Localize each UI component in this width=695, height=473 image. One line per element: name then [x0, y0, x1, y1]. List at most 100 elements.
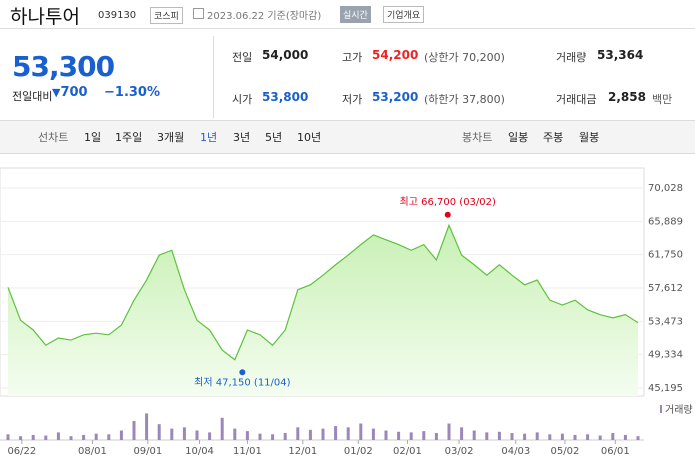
volume-bar [485, 432, 489, 440]
tab[interactable]: 5년 [265, 131, 283, 144]
tab[interactable]: 일봉 [508, 131, 529, 144]
volume-bar [132, 421, 136, 440]
stat-note: (하한가 37,800) [424, 93, 505, 106]
y-tick-label: 57,612 [648, 283, 683, 294]
extreme-marker [444, 211, 451, 218]
overview-dropdown[interactable]: 기업개요 [383, 6, 425, 23]
stock-code: 039130 [98, 10, 137, 21]
volume-bar [145, 413, 149, 440]
volume-bar [195, 430, 199, 440]
tab[interactable]: 주봉 [543, 131, 564, 144]
volume-bar [384, 430, 388, 440]
volume-bar [397, 431, 401, 440]
x-tick-label: 11/01 [233, 446, 262, 457]
stat-label: 저가 [342, 93, 363, 106]
tab[interactable]: 10년 [297, 131, 322, 144]
tab[interactable]: 월봉 [579, 131, 600, 144]
tab[interactable]: 3개월 [157, 131, 185, 144]
volume-bar [107, 434, 111, 440]
tab-label: 선차트 [38, 131, 69, 144]
y-tick-label: 45,195 [648, 383, 683, 394]
stat-label: 시가 [232, 93, 253, 106]
volume-bar [283, 433, 287, 440]
market-badge: 코스피 [150, 7, 183, 24]
x-tick-label: 09/01 [133, 446, 162, 457]
y-tick-label: 61,750 [648, 250, 683, 261]
volume-bar [69, 436, 73, 440]
tab-bar [0, 120, 695, 154]
volume-bar [220, 417, 224, 440]
volume-bar [422, 431, 426, 440]
stat-value: 53,200 [372, 90, 419, 104]
volume-bar [371, 428, 375, 440]
volume-bar [31, 434, 35, 440]
x-tick-label: 08/01 [78, 446, 107, 457]
stat-label: 거래대금 [556, 93, 597, 106]
tab[interactable]: 1일 [84, 131, 102, 144]
volume-bar [19, 436, 23, 440]
stat-value: 54,000 [262, 48, 309, 62]
x-tick-label: 02/01 [393, 446, 422, 457]
volume-bar [497, 431, 501, 440]
volume-bar [245, 431, 249, 440]
divider [0, 28, 695, 29]
volume-bar [611, 433, 615, 440]
volume-bar [334, 426, 338, 440]
stat-note: (상한가 70,200) [424, 51, 505, 64]
volume-bar [346, 427, 350, 440]
volume-bar [560, 433, 564, 440]
change-value: 700 [60, 85, 88, 100]
volume-bar [409, 432, 413, 440]
extreme-marker [239, 369, 246, 376]
volume-bar [573, 434, 577, 440]
tab[interactable]: 1년 [200, 131, 218, 144]
volume-bar [157, 424, 161, 440]
y-tick-label: 65,889 [648, 216, 683, 227]
price-line [7, 223, 639, 361]
area-fill [8, 225, 638, 396]
calendar-icon [193, 8, 204, 19]
tab[interactable]: 1주일 [115, 131, 143, 144]
y-tick-label: 49,334 [648, 350, 683, 361]
x-tick-label: 03/02 [445, 446, 474, 457]
change-pct: −1.30% [104, 85, 160, 100]
volume-bar [258, 433, 262, 440]
x-tick-label: 06/01 [601, 446, 630, 457]
x-tick-label: 10/04 [185, 446, 214, 457]
volume-bar [447, 423, 451, 440]
change-label: 전일대비 [12, 90, 53, 103]
realtime-button[interactable]: 실시간 [340, 6, 371, 23]
stat-value: 53,364 [597, 48, 644, 62]
volume-bar [82, 434, 86, 440]
volume-bar [510, 433, 514, 440]
price: 53,300 [12, 50, 115, 83]
x-tick-label: 04/03 [501, 446, 530, 457]
volume-bar [308, 429, 312, 440]
volume-bar [119, 430, 123, 440]
volume-bar [472, 430, 476, 440]
volume-bar [170, 428, 174, 440]
stock-name: 하나투어 [10, 6, 80, 28]
volume-bar [460, 427, 464, 440]
stat-label: 거래량 [556, 51, 587, 64]
volume-bar [359, 423, 363, 440]
stat-note: 백만 [652, 93, 673, 106]
volume-bar [548, 434, 552, 440]
tab-label: 봉차트 [462, 131, 493, 144]
y-tick-label: 70,028 [648, 183, 683, 194]
volume-bar [434, 433, 438, 440]
y-tick-label: 53,473 [648, 316, 683, 327]
volume-bar [535, 432, 539, 440]
volume-bar [44, 435, 48, 440]
x-tick-label: 06/22 [7, 446, 36, 457]
tab[interactable]: 3년 [233, 131, 251, 144]
stat-value: 2,858 [608, 90, 646, 104]
volume-bar [233, 428, 237, 440]
change: ▼700 [52, 85, 88, 100]
volume-bar [94, 433, 98, 440]
volume-bar [6, 434, 10, 440]
volume-bar [321, 428, 325, 440]
volume-bar [523, 433, 527, 440]
